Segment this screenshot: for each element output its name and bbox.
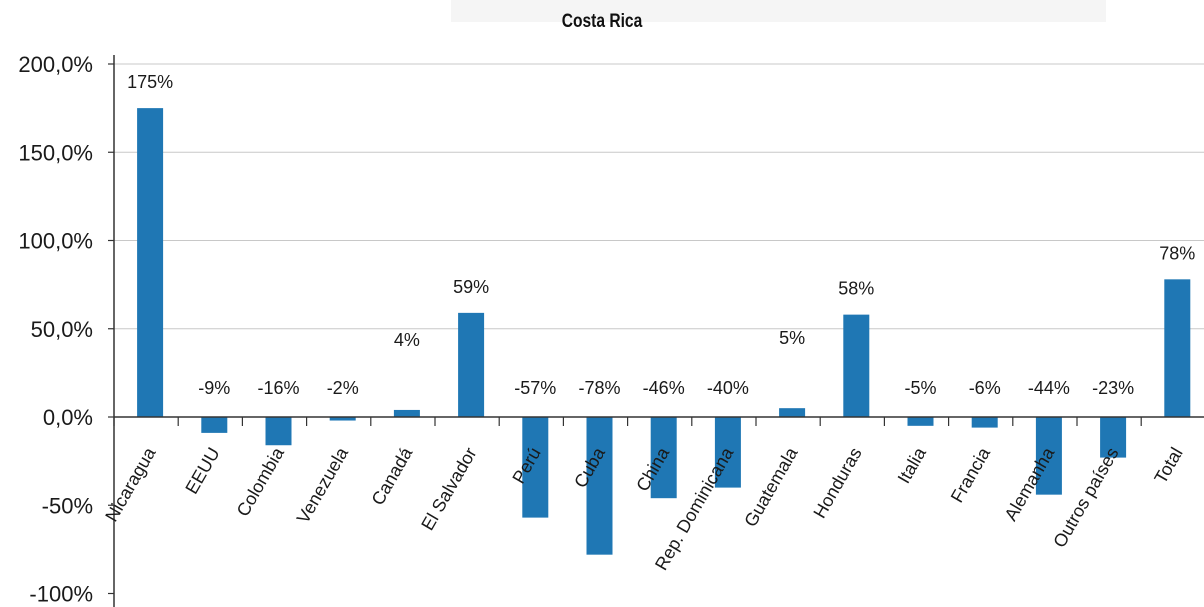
- bar: [458, 312, 485, 417]
- bar: [714, 417, 741, 488]
- bar: [137, 108, 164, 417]
- category-label: Venezuela: [293, 443, 353, 527]
- category-label: Honduras: [809, 444, 865, 522]
- data-label: 5%: [779, 328, 805, 348]
- data-label: 58%: [838, 279, 874, 299]
- bar: [586, 417, 613, 555]
- bar: [201, 417, 228, 433]
- y-tick-label: 200,0%: [18, 52, 93, 77]
- data-label: -46%: [643, 378, 685, 398]
- bar: [522, 417, 549, 518]
- category-label: EEUU: [181, 444, 223, 497]
- data-label: -40%: [707, 378, 749, 398]
- y-tick-label: 100,0%: [18, 229, 93, 254]
- data-label: 4%: [394, 330, 420, 350]
- bar: [779, 408, 806, 417]
- y-tick-label: 150,0%: [18, 140, 93, 165]
- data-label: -23%: [1092, 378, 1134, 398]
- bar: [1035, 417, 1062, 495]
- bar: [265, 417, 292, 446]
- y-tick-label: -100%: [29, 582, 93, 607]
- y-tick-label: 0,0%: [43, 405, 93, 430]
- chart-title: Costa Rica: [561, 11, 643, 32]
- bar: [971, 417, 998, 428]
- data-label: -16%: [257, 378, 299, 398]
- data-label: 78%: [1159, 243, 1195, 263]
- data-label: -57%: [514, 378, 556, 398]
- bar: [393, 409, 420, 417]
- y-tick-label: 50,0%: [31, 317, 93, 342]
- bar: [1164, 279, 1191, 417]
- category-label: Italia: [894, 443, 931, 487]
- bar: [329, 417, 356, 421]
- bar: [1100, 417, 1127, 458]
- y-tick-label: -50%: [42, 493, 93, 518]
- category-label: Total: [1150, 444, 1186, 487]
- data-label: -44%: [1028, 378, 1070, 398]
- data-label: -2%: [327, 378, 359, 398]
- bar: [843, 314, 870, 417]
- data-label: 175%: [127, 72, 173, 92]
- category-label: Guatemala: [740, 443, 802, 530]
- data-label: -78%: [578, 378, 620, 398]
- data-label: -6%: [969, 378, 1001, 398]
- category-label: El Salvador: [417, 444, 480, 534]
- data-label: -5%: [904, 378, 936, 398]
- data-label: -9%: [198, 378, 230, 398]
- category-label: Francia: [947, 443, 995, 506]
- category-label: Canadá: [368, 443, 417, 508]
- bar: [650, 417, 677, 499]
- bar: [907, 417, 934, 426]
- category-label: Nicaragua: [101, 443, 160, 525]
- title-band: [451, 0, 1106, 22]
- data-label: 59%: [453, 277, 489, 297]
- category-label: Colombia: [233, 443, 289, 520]
